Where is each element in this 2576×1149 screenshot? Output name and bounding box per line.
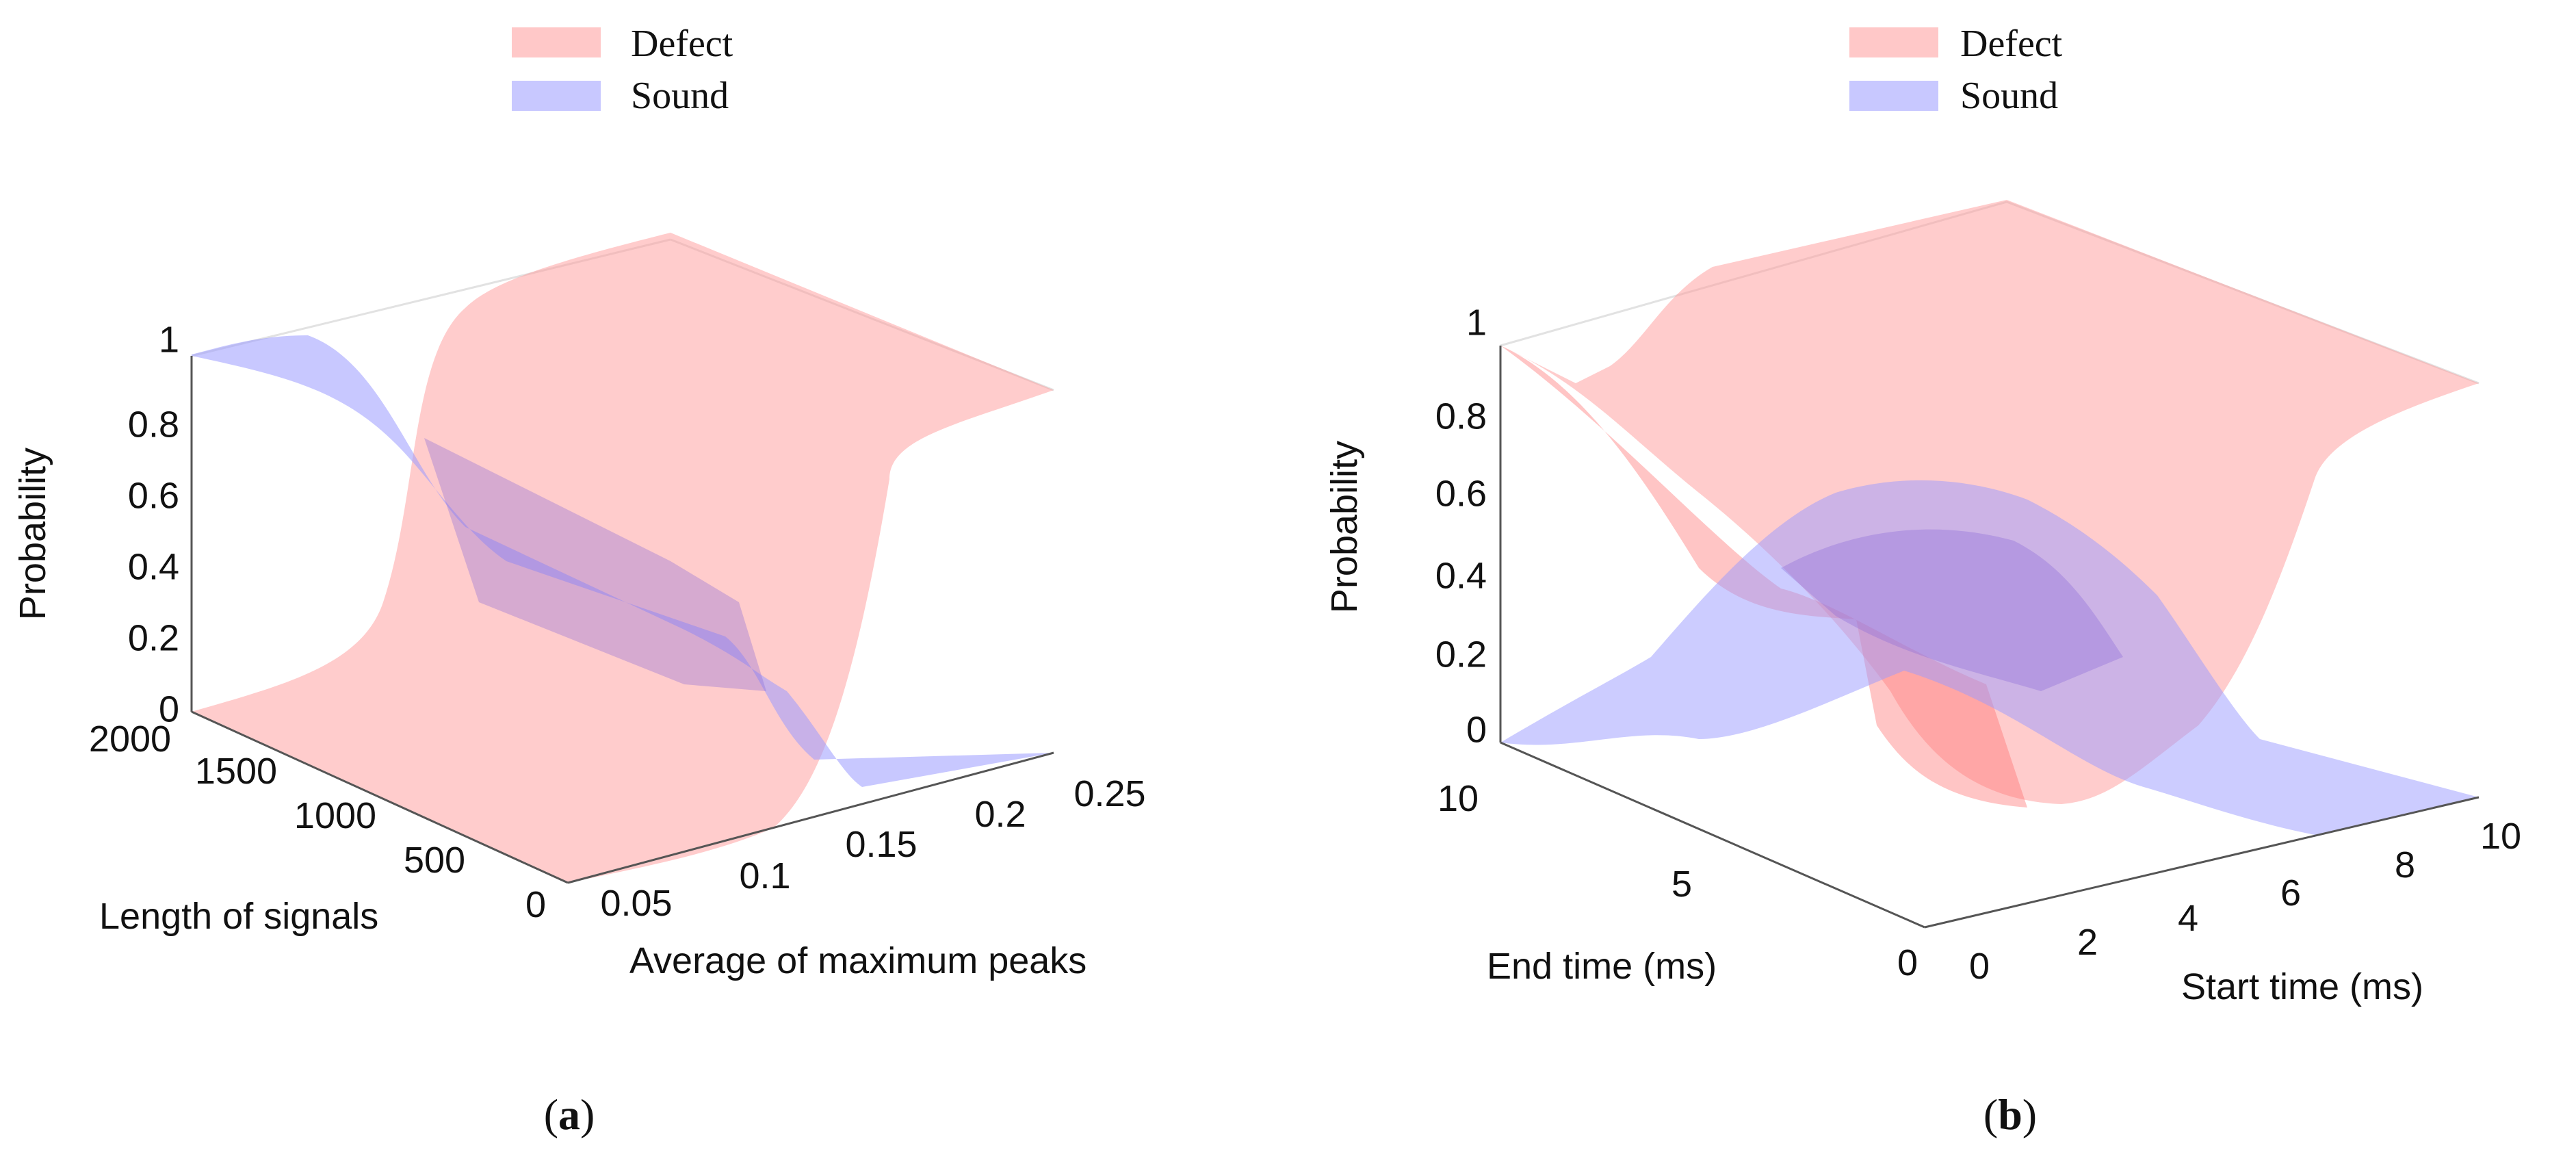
y-axis-a (191, 710, 569, 884)
legend-swatch-defect (1849, 27, 1938, 57)
x-tick-b: 2 (2077, 922, 2098, 963)
x-axis-label-a: Average of maximum peaks (629, 940, 1087, 981)
z-tick-a: 0.4 (128, 546, 179, 587)
z-tick-a: 0.6 (128, 475, 179, 516)
y-axis-b (1500, 741, 1925, 929)
chart-panel-a: Defect Sound 0 0.2 0.4 0.6 0.8 1 Probabi… (12, 23, 1146, 1139)
z-tick-a: 0.2 (128, 617, 179, 658)
z-tick-a: 0 (159, 688, 179, 730)
caption-close-b: ) (2022, 1090, 2037, 1139)
x-axis-label-b: Start time (ms) (2181, 966, 2423, 1007)
y-tick-b: 10 (1437, 778, 1479, 819)
z-tick-b: 0.8 (1435, 396, 1487, 437)
x-tick-a: 0.2 (974, 794, 1026, 835)
legend-swatch-sound (1849, 81, 1938, 111)
defect-surface-a (192, 233, 1054, 883)
x-tick-b: 4 (2178, 898, 2198, 939)
y-tick-b: 0 (1897, 942, 1918, 983)
y-tick-a: 2000 (89, 719, 171, 760)
caption-open-a: ( (544, 1090, 558, 1139)
caption-b: (b) (1983, 1090, 2037, 1139)
chart-b-svg: Defect Sound 0 0.2 0.4 0.6 0.8 1 Probabi… (1324, 23, 2521, 1139)
legend-swatch-defect (512, 27, 601, 57)
x-tick-b: 10 (2480, 816, 2521, 857)
z-axis-label-b: Probability (1324, 441, 1365, 613)
y-tick-a: 500 (404, 840, 465, 881)
sound-surface-a (192, 335, 1054, 787)
caption-open-b: ( (1983, 1090, 1998, 1139)
sound-surface-b (1500, 480, 2479, 835)
z-tick-a: 0.8 (128, 404, 179, 445)
y-tick-a: 0 (525, 884, 546, 925)
x-axis-b (1924, 796, 2480, 929)
chart-panel-b: Defect Sound 0 0.2 0.4 0.6 0.8 1 Probabi… (1288, 0, 2576, 1149)
x-tick-b: 6 (2280, 873, 2301, 914)
legend-swatch-sound (512, 81, 601, 111)
z-axis-label-a: Probability (12, 448, 53, 620)
y-tick-b: 5 (1671, 864, 1692, 905)
z-tick-b: 0.2 (1435, 634, 1487, 675)
x-axis-a (567, 751, 1054, 884)
x-tick-b: 0 (1969, 946, 1990, 987)
legend-label-sound: Sound (1960, 75, 2058, 117)
z-tick-b: 0.4 (1435, 555, 1487, 596)
caption-letter-a: a (558, 1090, 580, 1139)
x-tick-a: 0.25 (1074, 773, 1145, 814)
overlap-region-b (1781, 529, 2123, 691)
caption-letter-b: b (1998, 1090, 2022, 1139)
x-tick-a: 0.05 (600, 883, 672, 924)
z-tick-a: 1 (159, 319, 179, 360)
x-tick-a: 0.1 (739, 855, 790, 896)
overlap-region-a (424, 438, 766, 691)
z-tick-b: 1 (1466, 302, 1487, 343)
x-tick-a: 0.15 (845, 824, 917, 865)
legend-label-sound: Sound (631, 75, 729, 117)
y-axis-label-a: Length of signals (99, 896, 378, 937)
z-tick-b: 0.6 (1435, 473, 1487, 514)
caption-close-a: ) (580, 1090, 595, 1139)
y-axis-label-b: End time (ms) (1487, 946, 1717, 987)
z-tick-b: 0 (1466, 709, 1487, 750)
caption-a: (a) (544, 1090, 595, 1139)
chart-a-svg: Defect Sound 0 0.2 0.4 0.6 0.8 1 Probabi… (12, 23, 1146, 1139)
y-tick-a: 1500 (195, 751, 277, 792)
legend-label-defect: Defect (631, 23, 733, 65)
x-tick-b: 8 (2395, 844, 2415, 886)
legend-label-defect: Defect (1960, 23, 2063, 65)
y-tick-a: 1000 (294, 795, 376, 836)
